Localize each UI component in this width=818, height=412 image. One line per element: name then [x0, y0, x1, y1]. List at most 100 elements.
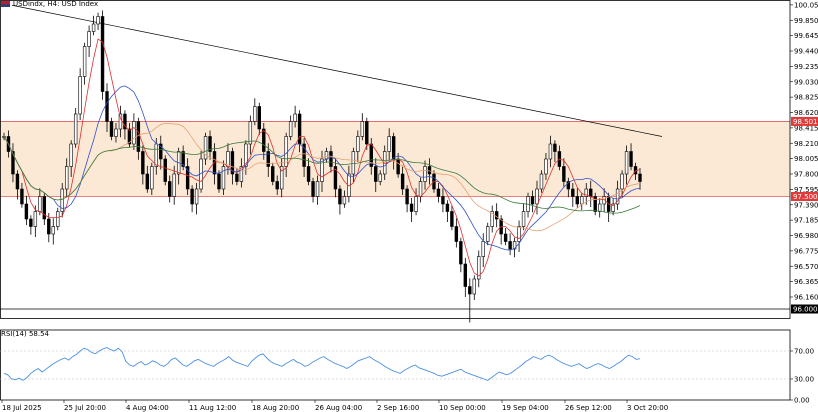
time-axis[interactable]: 18 Jul 2025 25 Jul 20:00 4 Aug 04:00 11 Aug…	[1, 400, 668, 412]
y-tick-label: 97.390	[794, 201, 818, 209]
candle-body	[315, 181, 320, 197]
candle-body	[360, 121, 365, 137]
y-tick-label: 97.185	[794, 217, 818, 225]
candle-body	[378, 173, 382, 182]
candle-body	[468, 286, 472, 295]
candle-body	[212, 151, 217, 175]
rsi-panel[interactable]: 70.00 30.00 0.00	[0, 347, 814, 405]
candle-body	[615, 188, 620, 205]
candle-body	[436, 188, 441, 197]
candle-body	[396, 158, 400, 175]
x-tick-label: 26 Sep 12:00	[565, 404, 612, 412]
y-tick-label: 98.210	[794, 140, 818, 148]
candle-body	[584, 188, 588, 197]
candle-body	[405, 188, 409, 205]
candle-body	[418, 181, 423, 197]
candle-body	[463, 263, 468, 287]
candle-body	[445, 203, 450, 212]
x-tick-label: 10 Sep 00:00	[439, 404, 486, 412]
rsi-tick-label: 70.00	[794, 348, 814, 356]
y-tick-label: 96.980	[794, 232, 818, 240]
candle-body	[508, 241, 512, 250]
candle-body	[548, 143, 553, 160]
candle-body	[400, 173, 405, 190]
candle-body	[221, 166, 226, 190]
candle-body	[333, 166, 338, 190]
candle-body	[293, 113, 297, 122]
candle-body	[15, 173, 20, 190]
candle-body	[342, 196, 347, 205]
candlestick-series	[2, 10, 642, 323]
candle-body	[503, 233, 508, 242]
candle-body	[553, 143, 557, 152]
candle-body	[611, 203, 615, 212]
candle-body	[42, 196, 47, 220]
y-tick-label: 96.160	[794, 294, 818, 302]
candle-body	[620, 173, 624, 190]
main-price-panel[interactable]	[0, 4, 790, 323]
candle-body	[374, 166, 378, 182]
candle-body	[33, 211, 38, 227]
x-tick-label: 25 Jul 20:00	[64, 404, 106, 412]
candle-body	[230, 151, 235, 175]
support-price-tag-bg	[791, 304, 818, 314]
candle-body	[365, 121, 369, 145]
rsi-line	[3, 347, 641, 381]
candle-body	[266, 151, 270, 167]
lower-zone-price-tag: 97.500	[791, 192, 818, 201]
candle-body	[217, 173, 221, 190]
support-price-tag-text: 96.000	[793, 306, 818, 314]
candle-body	[127, 128, 132, 145]
main-panel-border	[0, 0, 791, 319]
candle-body	[262, 128, 266, 152]
candle-body	[29, 218, 33, 227]
x-tick-label: 3 Oct 20:00	[627, 404, 668, 412]
candle-body	[271, 166, 275, 182]
candle-body	[387, 136, 391, 152]
candle-body	[423, 166, 427, 182]
candle-body	[530, 196, 535, 205]
candle-body	[239, 166, 244, 182]
candle-body	[324, 151, 329, 160]
candle-body	[194, 188, 199, 205]
candle-body	[589, 188, 593, 197]
y-tick-label: 98.620	[794, 109, 818, 117]
price-axis[interactable]: 100.055 99.850 99.645 99.440 99.235 99.030 98.…	[790, 1, 818, 302]
candle-body	[11, 151, 15, 175]
candle-body	[78, 76, 82, 115]
x-tick-label: 4 Aug 04:00	[126, 404, 169, 412]
candle-body	[185, 166, 190, 190]
y-tick-label: 99.030	[794, 78, 818, 86]
y-tick-label: 96.365	[794, 278, 818, 286]
y-tick-label: 100.055	[794, 1, 818, 9]
y-tick-label: 97.595	[794, 186, 818, 194]
candle-body	[181, 151, 185, 167]
candle-body	[306, 166, 311, 182]
candle-body	[150, 166, 154, 190]
y-tick-label: 96.775	[794, 247, 818, 255]
x-tick-label: 19 Sep 04:00	[502, 404, 549, 412]
candle-body	[517, 226, 521, 242]
candle-body	[105, 91, 109, 122]
candle-body	[351, 151, 356, 175]
descending-trendline[interactable]	[11, 4, 663, 137]
candle-body	[82, 46, 87, 77]
candle-body	[302, 143, 306, 167]
candle-body	[163, 158, 167, 182]
candle-body	[96, 16, 100, 25]
candle-body	[338, 188, 342, 205]
upper-zone-price-tag-bg	[791, 116, 818, 126]
x-tick-label: 18 Aug 20:00	[252, 404, 299, 412]
upper-zone-price-tag: 98.501	[791, 116, 818, 126]
candle-body	[168, 181, 172, 197]
candle-body	[109, 121, 114, 137]
symbol-title: USDindx, H4: USD Index	[13, 0, 99, 8]
candle-body	[253, 106, 257, 122]
x-tick-label: 26 Aug 04:00	[315, 404, 362, 412]
candle-body	[118, 113, 123, 130]
moving-averages	[3, 38, 641, 277]
candle-body	[472, 278, 476, 295]
candle-body	[521, 211, 526, 227]
y-tick-label: 98.825	[794, 94, 818, 102]
